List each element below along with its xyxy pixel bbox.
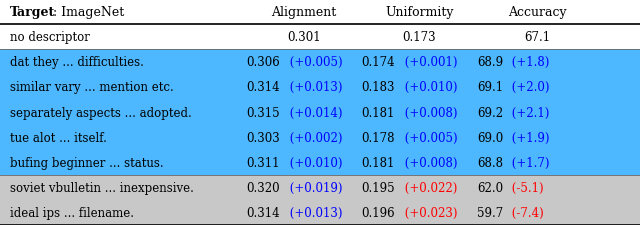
Text: tue alot ... itself.: tue alot ... itself. [10,131,106,144]
Text: 0.196: 0.196 [362,206,396,219]
Text: 0.320: 0.320 [246,181,280,194]
Text: 69.0: 69.0 [477,131,503,144]
Text: 0.306: 0.306 [246,56,280,69]
Text: no descriptor: no descriptor [10,31,90,44]
Text: 0.315: 0.315 [246,106,280,119]
Text: ideal ips ... filename.: ideal ips ... filename. [10,206,134,219]
Text: 0.195: 0.195 [362,181,396,194]
Text: (+0.005): (+0.005) [286,56,342,69]
Bar [0,50,640,75]
Text: 67.1: 67.1 [525,31,550,44]
Bar [0,175,640,200]
Text: 69.1: 69.1 [477,81,503,94]
Text: 69.2: 69.2 [477,106,503,119]
Text: (+0.022): (+0.022) [401,181,458,194]
Text: (+0.010): (+0.010) [286,156,342,169]
Text: bufing beginner ... status.: bufing beginner ... status. [10,156,163,169]
Text: Accuracy: Accuracy [508,6,567,19]
Text: 0.181: 0.181 [362,156,395,169]
Text: (+0.013): (+0.013) [286,81,342,94]
Text: (+2.1): (+2.1) [508,106,549,119]
Text: (-7.4): (-7.4) [508,206,543,219]
Text: 68.8: 68.8 [477,156,503,169]
Bar [0,150,640,175]
Bar [0,125,640,150]
Text: 0.178: 0.178 [362,131,395,144]
Text: Alignment: Alignment [271,6,337,19]
Text: Target: Target [10,6,55,19]
Text: : ImageNet: : ImageNet [53,6,124,19]
Text: (+0.008): (+0.008) [401,106,458,119]
Text: (+0.008): (+0.008) [401,156,458,169]
Text: (-5.1): (-5.1) [508,181,543,194]
Text: 0.314: 0.314 [246,81,280,94]
Text: (+1.7): (+1.7) [508,156,549,169]
Text: (+0.014): (+0.014) [286,106,342,119]
Text: (+1.9): (+1.9) [508,131,549,144]
Text: (+0.005): (+0.005) [401,131,458,144]
Text: (+0.001): (+0.001) [401,56,458,69]
Text: (+1.8): (+1.8) [508,56,549,69]
Text: dat they ... difficulties.: dat they ... difficulties. [10,56,143,69]
Text: 0.174: 0.174 [362,56,396,69]
Text: 0.301: 0.301 [287,31,321,44]
Text: 59.7: 59.7 [477,206,503,219]
Bar [0,75,640,100]
Bar [0,100,640,125]
Bar [0,200,640,225]
Text: 0.183: 0.183 [362,81,395,94]
Text: Uniformity: Uniformity [385,6,454,19]
Text: 62.0: 62.0 [477,181,503,194]
Text: similar vary ... mention etc.: similar vary ... mention etc. [10,81,173,94]
Text: 0.173: 0.173 [403,31,436,44]
Text: (+2.0): (+2.0) [508,81,549,94]
Text: (+0.013): (+0.013) [286,206,342,219]
Text: (+0.023): (+0.023) [401,206,458,219]
Text: separately aspects ... adopted.: separately aspects ... adopted. [10,106,191,119]
Text: 68.9: 68.9 [477,56,503,69]
Text: 0.311: 0.311 [246,156,280,169]
Text: 0.314: 0.314 [246,206,280,219]
Text: (+0.010): (+0.010) [401,81,458,94]
Text: (+0.002): (+0.002) [286,131,342,144]
Text: 0.303: 0.303 [246,131,280,144]
Text: soviet vbulletin ... inexpensive.: soviet vbulletin ... inexpensive. [10,181,193,194]
Text: 0.181: 0.181 [362,106,395,119]
Text: (+0.019): (+0.019) [286,181,342,194]
